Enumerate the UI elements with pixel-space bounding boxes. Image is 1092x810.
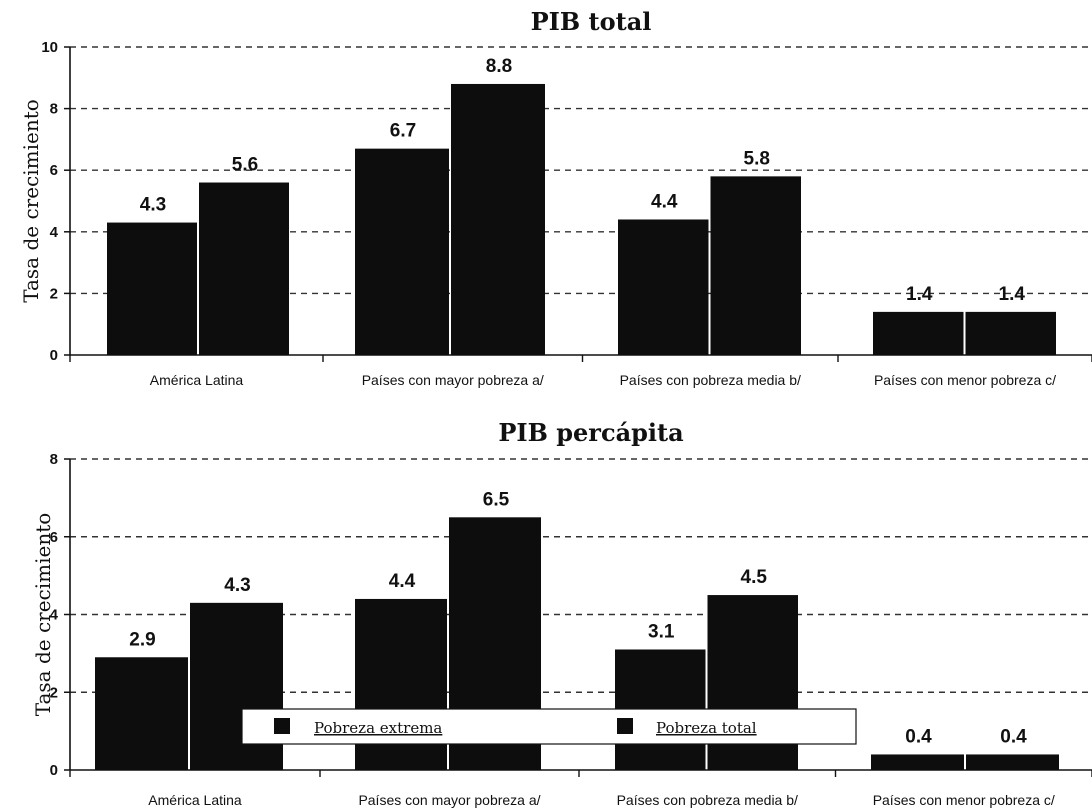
data-label: 5.8 [744,148,770,169]
chart-title: PIB total [531,7,652,36]
data-label: 2.9 [129,629,155,650]
bar [873,311,964,355]
legend-box [241,708,857,745]
category-label: América Latina [150,372,244,388]
chart-title: PIB percápita [498,418,683,447]
bar [871,754,964,770]
data-label: 3.1 [648,621,675,642]
chart-pib-total: PIB total Tasa de crecimiento 0 2 4 6 8 10 4.3 5.… [19,7,1092,388]
data-label: 0.4 [1000,726,1027,747]
bar [451,83,545,356]
y-tick-label: 4 [50,607,59,624]
legend-label: Pobreza extrema [314,719,442,737]
y-axis-label: Tasa de crecimiento [31,513,55,717]
category-label: Países con mayor pobreza a/ [362,372,544,388]
data-label: 5.6 [232,155,258,176]
legend-swatch [274,718,290,734]
data-label: 6.7 [390,121,416,142]
legend-label: Pobreza total [656,719,757,737]
bar [966,754,1059,770]
bar [710,176,801,355]
y-tick-label: 6 [50,529,58,546]
data-label: 4.4 [389,571,416,592]
data-label: 6.5 [483,489,510,510]
bar [190,602,283,770]
category-label: Países con menor pobreza c/ [874,372,1056,388]
bar [199,182,289,355]
y-tick-label: 6 [50,162,58,179]
chart-pib-percapita: PIB percápita Tasa de crecimiento 0 2 4 6 8 2.9… [31,418,1092,808]
legend-swatch [617,718,633,734]
bar [95,657,188,770]
legend: Pobreza extrema Pobreza total [241,708,857,745]
y-tick-label: 8 [50,451,58,468]
y-tick-label: 10 [41,39,58,56]
bar [107,222,197,355]
bar [618,219,709,355]
y-tick-label: 4 [50,224,59,241]
category-label: Países con menor pobreza c/ [873,792,1055,808]
category-label: Países con pobreza media b/ [617,792,798,808]
y-tick-label: 8 [50,101,58,118]
data-label: 4.4 [651,191,678,212]
data-label: 1.4 [999,284,1026,305]
y-tick-label: 0 [50,347,58,364]
category-label: América Latina [148,792,242,808]
category-label: Países con mayor pobreza a/ [358,792,540,808]
y-tick-label: 0 [50,762,58,779]
data-label: 0.4 [905,726,932,747]
bar [355,148,449,355]
data-label: 4.3 [140,195,166,216]
y-tick-label: 2 [50,285,58,302]
data-label: 4.5 [741,567,768,588]
bar [965,311,1056,355]
category-label: Países con pobreza media b/ [620,372,801,388]
data-label: 8.8 [486,56,512,77]
y-tick-label: 2 [50,684,58,701]
data-label: 1.4 [906,284,933,305]
y-axis-label: Tasa de crecimiento [19,99,43,303]
data-label: 4.3 [224,575,250,596]
